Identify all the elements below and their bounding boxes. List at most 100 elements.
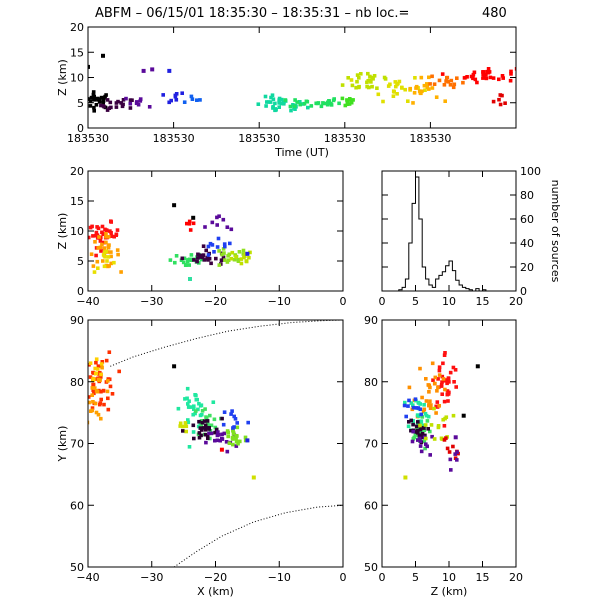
height-y-point — [453, 452, 457, 456]
height-y-point — [428, 429, 432, 434]
plan-view-point — [82, 419, 86, 423]
x-height-point — [106, 264, 110, 269]
x-height-point — [109, 220, 113, 224]
plan-view-point — [183, 421, 188, 425]
plan-view-point — [208, 436, 212, 441]
height-y-point — [445, 446, 450, 451]
time-height-point — [396, 81, 400, 86]
height-histogram-ytick-label: 80 — [520, 189, 534, 202]
plan-view-point — [220, 416, 224, 421]
height-y-point — [437, 368, 442, 373]
time-height-point — [419, 91, 423, 96]
height-y-point — [417, 433, 422, 437]
plan-view-point — [220, 432, 224, 437]
time-height-point — [481, 70, 485, 74]
x-height-point — [114, 232, 119, 237]
x-height-point — [201, 255, 205, 260]
plan-view-point — [96, 367, 100, 371]
plan-view-point — [208, 413, 212, 418]
height-y-point — [424, 436, 428, 441]
x-height-frame — [87, 170, 344, 292]
plan-view-point — [220, 436, 224, 441]
time-height-point — [128, 106, 133, 110]
time-height-point — [293, 98, 297, 102]
plan-view-point — [199, 428, 204, 432]
height-y-point — [429, 403, 433, 407]
height-y-point — [435, 389, 439, 393]
x-height-point — [215, 245, 220, 249]
x-height-point — [102, 264, 107, 269]
height-y-point — [409, 418, 413, 423]
x-height-point — [112, 260, 116, 265]
height-y-point — [427, 390, 431, 394]
x-height-point — [107, 243, 111, 247]
plan-view-point — [198, 426, 203, 430]
plan-view-point — [215, 433, 220, 438]
plan-view-ytick-label: 50 — [70, 561, 84, 574]
plan-view-point — [214, 427, 219, 432]
time-height-point — [440, 72, 445, 76]
x-height-point — [103, 255, 107, 259]
plan-view-point — [191, 412, 195, 417]
time-height-point — [114, 101, 119, 105]
height-y-point — [432, 406, 436, 411]
x-height-panel: −40 −30 −20 −10 0 0 5 10 15 20 Z (km) — [56, 165, 347, 308]
height-y-point — [409, 401, 414, 405]
x-height-point — [100, 242, 104, 247]
time-height-point — [114, 105, 119, 109]
time-height-point — [498, 102, 503, 107]
time-height-point — [425, 85, 430, 89]
height-y-point — [447, 450, 452, 454]
plan-view-point — [213, 438, 217, 443]
height-y-point — [441, 417, 445, 422]
x-height-point — [221, 217, 226, 222]
plan-view-point — [82, 395, 86, 399]
x-height-point — [100, 230, 104, 235]
x-height-point — [236, 257, 240, 262]
x-height-point — [104, 240, 108, 245]
x-height-data — [88, 203, 252, 281]
time-height-point — [340, 83, 345, 87]
time-height-point — [135, 100, 139, 104]
time-height-point — [367, 85, 371, 90]
height-y-xtick-label: 10 — [442, 571, 456, 584]
time-height-ytick-label: 20 — [70, 21, 84, 34]
time-height-point — [273, 101, 277, 106]
plan-view-point — [226, 434, 230, 439]
time-height-point — [411, 101, 415, 105]
height-y-point — [411, 429, 415, 434]
height-y-point — [418, 427, 423, 432]
height-y-point — [407, 398, 411, 403]
time-height-point — [99, 103, 103, 108]
time-height-point — [147, 105, 152, 109]
plan-view-point — [178, 421, 183, 426]
height-y-point — [418, 407, 423, 412]
x-height-point — [221, 255, 226, 260]
plan-view-point — [231, 426, 235, 430]
x-height-point — [247, 255, 251, 260]
x-height-point — [229, 256, 234, 261]
x-height-point — [109, 230, 113, 235]
time-height-ytick-label: 10 — [70, 72, 84, 85]
time-height-point — [491, 76, 496, 80]
plan-view-point — [191, 430, 196, 434]
x-height-point — [220, 252, 224, 257]
height-y-point — [445, 389, 450, 393]
plan-view-point — [88, 375, 93, 379]
time-height-point — [419, 75, 424, 80]
time-height-point — [369, 80, 373, 84]
time-height-point — [437, 78, 442, 83]
time-height-point — [420, 89, 424, 94]
height-y-point — [421, 409, 426, 414]
plan-view-point — [117, 369, 121, 374]
plan-view-point — [213, 430, 217, 435]
plan-view-point — [91, 388, 95, 393]
height-y-ytick-label: 90 — [364, 314, 378, 327]
time-height-point — [108, 100, 113, 105]
height-y-point — [453, 368, 458, 372]
height-y-point — [442, 438, 447, 442]
plan-view-point — [245, 438, 250, 443]
plan-view-point — [181, 429, 185, 433]
height-y-xlabel: Z (km) — [431, 585, 468, 598]
x-height-point — [101, 259, 105, 263]
